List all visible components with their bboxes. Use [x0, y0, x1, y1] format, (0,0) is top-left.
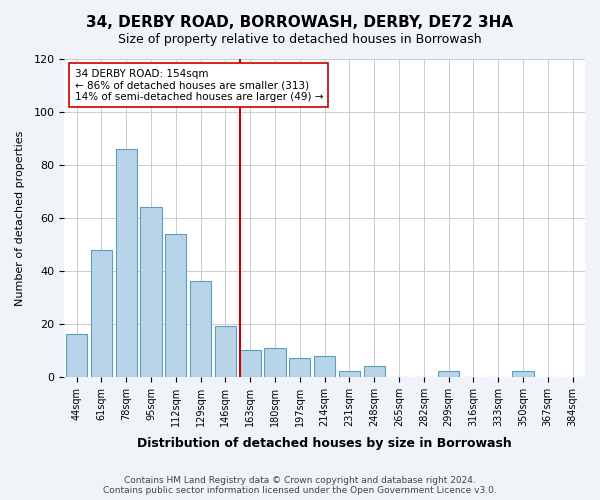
X-axis label: Distribution of detached houses by size in Borrowash: Distribution of detached houses by size … [137, 437, 512, 450]
Bar [165, 234, 187, 377]
Bar [265, 348, 286, 377]
Text: 34 DERBY ROAD: 154sqm
← 86% of detached houses are smaller (313)
14% of semi-det: 34 DERBY ROAD: 154sqm ← 86% of detached … [74, 68, 323, 102]
Bar [215, 326, 236, 377]
Text: Size of property relative to detached houses in Borrowash: Size of property relative to detached ho… [118, 32, 482, 46]
Bar [364, 366, 385, 377]
Bar [438, 372, 459, 377]
Bar [66, 334, 87, 377]
Bar [91, 250, 112, 377]
Bar [239, 350, 261, 377]
Bar [339, 372, 360, 377]
Y-axis label: Number of detached properties: Number of detached properties [15, 130, 25, 306]
Bar [140, 208, 161, 377]
Bar [190, 282, 211, 377]
Text: Contains HM Land Registry data © Crown copyright and database right 2024.
Contai: Contains HM Land Registry data © Crown c… [103, 476, 497, 495]
Bar [116, 149, 137, 377]
Bar [289, 358, 310, 377]
Bar [512, 372, 533, 377]
Bar [314, 356, 335, 377]
Text: 34, DERBY ROAD, BORROWASH, DERBY, DE72 3HA: 34, DERBY ROAD, BORROWASH, DERBY, DE72 3… [86, 15, 514, 30]
